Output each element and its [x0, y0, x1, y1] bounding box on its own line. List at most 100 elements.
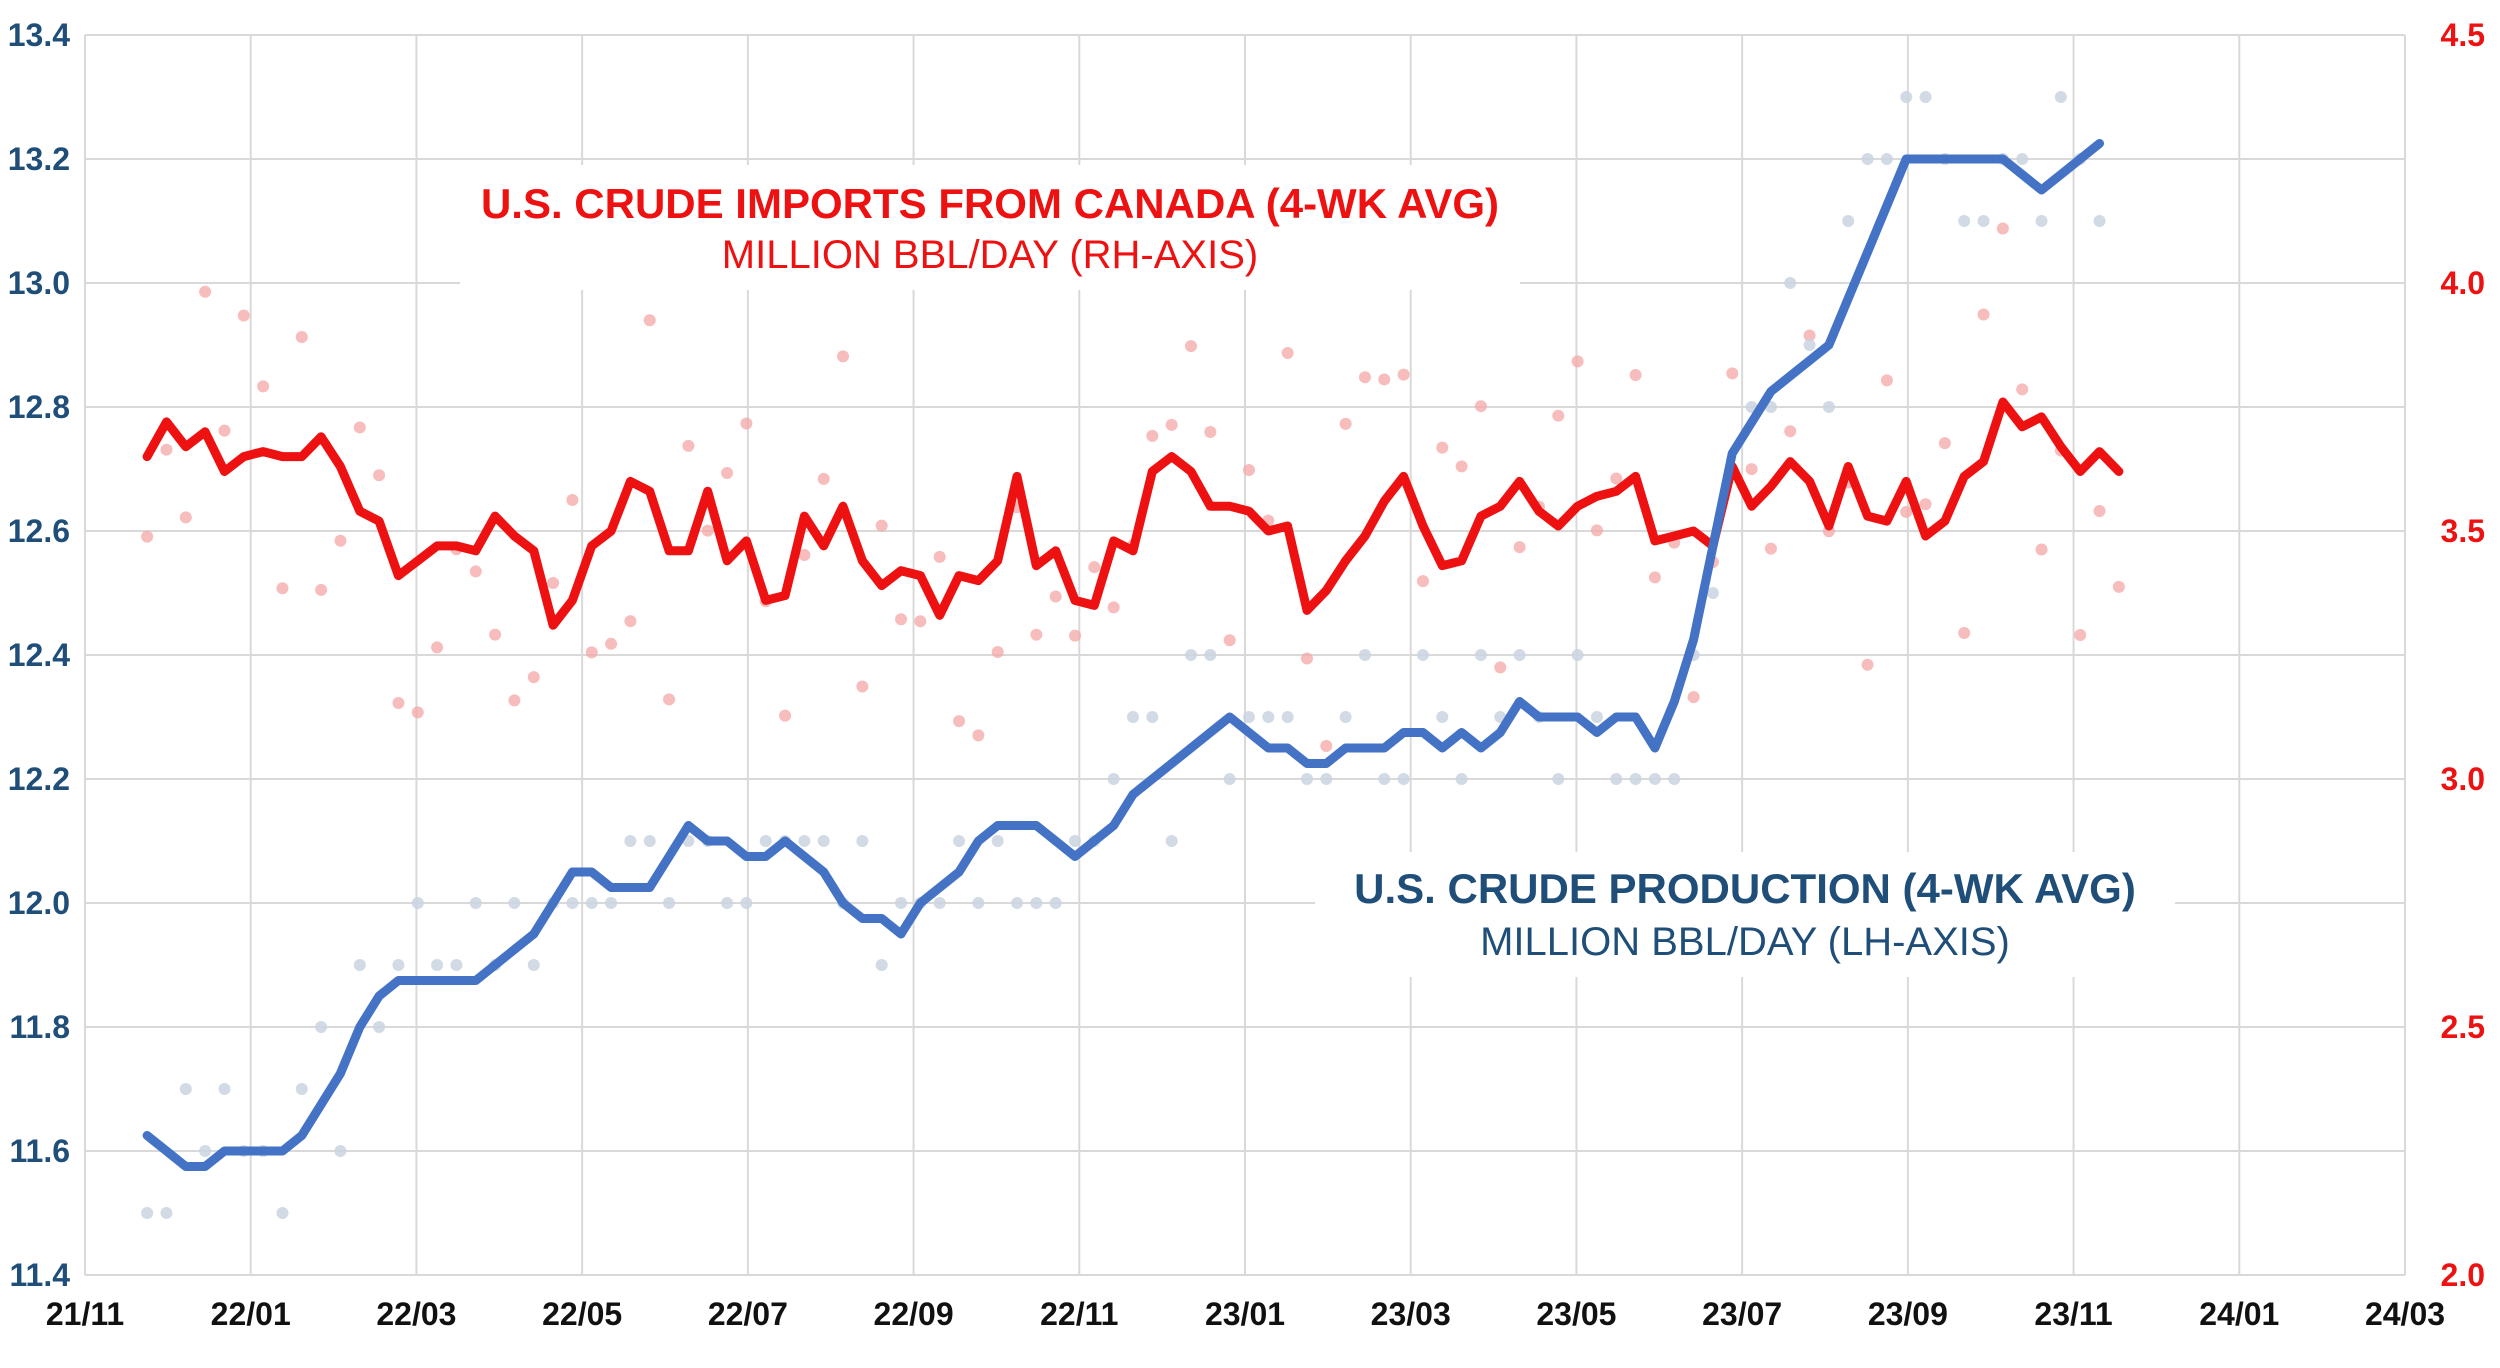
- production-annotation-background: [1315, 852, 2175, 977]
- production-weekly-dot: [199, 1145, 212, 1157]
- imports-weekly-dot: [1861, 658, 1874, 671]
- production-weekly-dot: [1397, 773, 1410, 785]
- production-weekly-dot: [817, 835, 830, 847]
- imports-weekly-dot: [527, 671, 540, 684]
- x-tick-label: 23/05: [1536, 1296, 1616, 1332]
- imports-weekly-dot: [1242, 463, 1255, 476]
- production-weekly-dot: [953, 835, 966, 847]
- imports-weekly-dot: [914, 615, 927, 628]
- imports-weekly-dot: [605, 637, 618, 650]
- left-tick-label: 11.6: [9, 1133, 70, 1169]
- imports-weekly-dots: [141, 222, 2125, 752]
- production-weekly-dot: [1900, 91, 1913, 103]
- production-weekly-dot: [972, 897, 985, 909]
- imports-weekly-dot: [1764, 542, 1777, 555]
- production-weekly-dot: [1011, 897, 1024, 909]
- imports-weekly-dot: [1358, 371, 1371, 384]
- production-weekly-dot: [1242, 711, 1255, 723]
- imports-line: [142, 397, 2124, 630]
- production-annotation: U.S. CRUDE PRODUCTION (4-WK AVG) MILLION…: [1315, 852, 2175, 977]
- production-weekly-dot: [431, 959, 444, 971]
- production-weekly-dot: [605, 897, 618, 909]
- production-weekly-dot: [759, 835, 772, 847]
- imports-weekly-dot: [1900, 505, 1913, 518]
- imports-weekly-dot: [798, 548, 811, 561]
- production-weekly-dot: [1513, 649, 1526, 661]
- imports-weekly-dot: [2016, 383, 2029, 396]
- production-weekly-dot: [373, 1021, 386, 1033]
- series-lines: [142, 139, 2124, 1171]
- production-weekly-dot: [179, 1083, 192, 1095]
- production-weekly-dot: [2054, 91, 2067, 103]
- x-tick-label: 24/03: [2365, 1296, 2445, 1332]
- production-weekly-dot: [585, 897, 598, 909]
- production-weekly-dot: [1668, 773, 1681, 785]
- production-weekly-dot: [1069, 835, 1082, 847]
- x-tick-label: 22/07: [708, 1296, 788, 1332]
- x-tick-label: 23/01: [1205, 1296, 1285, 1332]
- production-weekly-dots: [141, 91, 2106, 1219]
- right-tick-label: 2.0: [2441, 1257, 2485, 1293]
- production-weekly-dot: [1822, 401, 1835, 413]
- production-weekly-dot: [315, 1021, 328, 1033]
- x-tick-label: 21/11: [46, 1296, 124, 1332]
- production-weekly-dot: [624, 835, 637, 847]
- left-tick-label: 11.4: [9, 1257, 70, 1293]
- x-tick-label: 22/09: [874, 1296, 954, 1332]
- production-annotation-title: U.S. CRUDE PRODUCTION (4-WK AVG): [1354, 865, 2136, 912]
- production-weekly-dot: [2016, 153, 2029, 165]
- production-weekly-dot: [1127, 711, 1140, 723]
- imports-weekly-dot: [1146, 429, 1159, 442]
- imports-weekly-dot: [1165, 418, 1178, 431]
- production-weekly-dot: [1223, 773, 1236, 785]
- imports-annotation-title: U.S. CRUDE IMPORTS FROM CANADA (4-WK AVG…: [481, 180, 1499, 227]
- imports-weekly-dot: [1184, 340, 1197, 353]
- imports-weekly-dot: [1088, 561, 1101, 574]
- production-weekly-dot: [1842, 215, 1855, 227]
- imports-weekly-dot: [701, 524, 714, 537]
- imports-weekly-dot: [141, 530, 154, 543]
- production-weekly-dot: [1030, 897, 1043, 909]
- production-weekly-dot: [160, 1207, 173, 1219]
- production-weekly-dot: [295, 1083, 308, 1095]
- imports-weekly-dot: [1803, 329, 1816, 342]
- imports-weekly-dot: [1204, 426, 1217, 439]
- imports-weekly-dot: [489, 628, 502, 641]
- imports-weekly-dot: [991, 646, 1004, 659]
- imports-weekly-dot: [1416, 575, 1429, 588]
- imports-weekly-dot: [856, 680, 869, 693]
- imports-weekly-dot: [431, 641, 444, 654]
- right-tick-label: 4.0: [2441, 265, 2485, 301]
- x-tick-label: 23/11: [2034, 1296, 2112, 1332]
- production-weekly-dot: [508, 897, 521, 909]
- left-tick-label: 13.4: [8, 17, 70, 53]
- imports-weekly-dot: [585, 646, 598, 659]
- imports-weekly-dot: [1958, 626, 1971, 639]
- left-tick-label: 11.8: [9, 1009, 70, 1045]
- production-weekly-dot: [1146, 711, 1159, 723]
- imports-weekly-dot: [1784, 425, 1797, 438]
- production-weekly-dot: [1784, 277, 1797, 289]
- right-tick-label: 4.5: [2441, 17, 2485, 53]
- imports-weekly-dot: [953, 715, 966, 728]
- imports-weekly-dot: [392, 697, 405, 710]
- production-weekly-dot: [1320, 773, 1333, 785]
- production-weekly-dot: [1629, 773, 1642, 785]
- imports-weekly-dot: [1977, 308, 1990, 321]
- x-axis-ticks: 21/11 22/01 22/03 22/05 22/07 22/09 22/11 23/01…: [46, 1296, 2445, 1332]
- imports-annotation-background: [460, 165, 1520, 290]
- production-weekly-dot: [1706, 587, 1719, 599]
- imports-weekly-dot: [1069, 629, 1082, 642]
- production-weekly-dot: [1648, 773, 1661, 785]
- imports-weekly-dot: [721, 466, 734, 479]
- production-weekly-dot: [1107, 773, 1120, 785]
- production-weekly-dot: [141, 1207, 154, 1219]
- imports-weekly-dot: [1107, 601, 1120, 614]
- production-weekly-dot: [798, 835, 811, 847]
- left-tick-label: 12.4: [8, 637, 70, 673]
- production-weekly-dot: [1919, 91, 1932, 103]
- left-axis-ticks: 11.4 11.6 11.8 12.0 12.2 12.4 12.6 12.8 13.0 13.2…: [8, 17, 70, 1293]
- production-weekly-dot: [1378, 773, 1391, 785]
- imports-weekly-dot: [1552, 409, 1565, 422]
- imports-weekly-dot: [1030, 628, 1043, 641]
